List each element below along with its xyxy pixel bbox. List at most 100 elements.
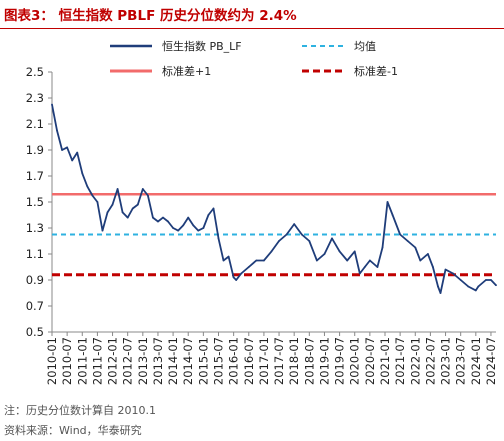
pb-lf-data-point	[235, 279, 238, 281]
x-tick-label: 2020-07	[363, 337, 377, 385]
x-tick-label: 2010-07	[60, 337, 74, 385]
x-tick-label: 2017-07	[272, 337, 286, 385]
legend-label-mean: 均值	[354, 40, 376, 53]
y-tick-label: 1.9	[26, 143, 44, 157]
pb-lf-data-point	[278, 240, 280, 242]
legend-label-upper: 标准差+1	[162, 64, 211, 78]
pb-lf-data-point	[111, 203, 114, 206]
pb-lf-data-point	[157, 220, 159, 223]
x-tick-label: 2010-01	[45, 337, 59, 385]
pb-lf-data-point	[66, 146, 69, 149]
pb-lf-data-point	[86, 185, 89, 188]
pb-lf-data-point	[131, 207, 134, 210]
pb-lf-data-point	[76, 151, 79, 154]
chart-title: 图表3： 恒生指数 PBLF 历史分位数约为 2.4%	[4, 8, 297, 24]
pb-lf-data-point	[182, 224, 185, 227]
y-tick-label: 2.5	[26, 65, 44, 79]
y-axis-ticks: 2.5 2.3 2.1 1.9 1.7 1.5 1.3 1.1 0.9 0.7 0.5	[26, 65, 52, 339]
pb-lf-data-point	[152, 216, 154, 219]
pb-lf-data-point	[391, 214, 394, 216]
pb-lf-data-point	[331, 237, 333, 240]
pb-lf-series-line	[51, 104, 497, 294]
pb-lf-data-point	[270, 250, 273, 253]
x-tick-label: 2022-01	[408, 337, 422, 385]
pb-lf-data-point	[162, 216, 164, 219]
y-tick-label: 1.3	[26, 221, 44, 235]
x-tick-label: 2014-07	[181, 337, 195, 385]
pb-lf-data-point	[247, 266, 250, 268]
pb-lf-data-point	[255, 259, 258, 262]
footnote: 注：历史分位数计算自 2010.1	[4, 404, 156, 417]
pb-lf-data-point	[187, 216, 190, 219]
pb-lf-data-point	[56, 129, 58, 132]
pb-lf-data-point	[51, 103, 53, 106]
pb-lf-data-point	[495, 284, 497, 287]
pb-lf-data-point	[121, 211, 124, 214]
pb-lf-data-point	[437, 285, 439, 288]
pb-lf-data-point	[146, 194, 149, 197]
pb-lf-data-point	[126, 216, 129, 219]
x-tick-label: 2024-01	[469, 337, 483, 385]
x-tick-label: 2011-07	[90, 337, 104, 385]
pb-lf-data-point	[227, 255, 230, 258]
pb-lf-data-point	[222, 259, 225, 262]
legend-label-lower: 标准差-1	[354, 64, 398, 78]
pb-lf-data-point	[439, 292, 442, 294]
x-tick-label: 2015-01	[196, 337, 210, 385]
pb-lf-data-point	[197, 229, 200, 232]
pb-lf-data-point	[459, 279, 462, 281]
x-tick-label: 2021-01	[378, 337, 392, 385]
x-tick-label: 2013-07	[151, 337, 165, 385]
x-tick-label: 2019-07	[333, 337, 347, 385]
x-tick-label: 2014-01	[166, 337, 180, 385]
pb-lf-data-point	[346, 259, 349, 262]
pb-lf-data-point	[358, 272, 361, 275]
x-tick-label: 2017-01	[257, 337, 271, 385]
pb-lf-data-point	[414, 246, 417, 249]
pb-lf-data-point	[141, 188, 144, 190]
pb-lf-data-point	[477, 285, 480, 288]
series-group	[51, 103, 497, 294]
pb-lf-data-point	[323, 253, 326, 255]
pb-lf-data-point	[285, 233, 288, 236]
x-tick-label: 2012-01	[106, 337, 120, 385]
x-axis-ticks: 2010-01 2010-07 2011-01 2011-07 2012-01 2012-…	[45, 332, 498, 385]
pb-lf-data-point	[432, 266, 434, 268]
x-tick-label: 2023-07	[454, 337, 468, 385]
x-tick-label: 2020-01	[348, 337, 362, 385]
legend-label-pb: 恒生指数 PB_LF	[162, 39, 242, 53]
pb-lf-data-point	[353, 250, 356, 253]
y-tick-label: 1.5	[26, 195, 44, 209]
pb-lf-data-point	[485, 279, 487, 281]
pb-lf-data-point	[71, 159, 74, 162]
pb-lf-data-point	[192, 224, 195, 227]
pb-lf-data-point	[399, 233, 402, 236]
pb-lf-data-point	[212, 207, 215, 210]
pb-lf-data-point	[308, 240, 311, 242]
pb-lf-data-point	[381, 246, 384, 249]
x-tick-label: 2015-07	[212, 337, 226, 385]
x-tick-label: 2021-07	[393, 337, 407, 385]
pb-lf-data-point	[452, 272, 455, 275]
pb-lf-data-point	[232, 276, 235, 279]
y-tick-label: 0.7	[26, 299, 44, 313]
y-tick-label: 1.1	[26, 247, 44, 261]
pb-lf-data-point	[315, 259, 318, 262]
pb-lf-data-point	[116, 188, 119, 190]
x-tick-label: 2022-07	[423, 337, 437, 385]
pb-lf-data-point	[444, 268, 447, 271]
pb-lf-data-point	[106, 211, 109, 214]
pb-lf-data-point	[61, 149, 63, 151]
pb-lf-data-point	[263, 259, 265, 262]
x-tick-label: 2018-07	[302, 337, 316, 385]
y-tick-label: 0.9	[26, 273, 44, 287]
pb-lf-data-point	[386, 201, 389, 203]
y-tick-label: 2.1	[26, 117, 44, 131]
y-tick-label: 1.7	[26, 169, 44, 183]
pb-lf-data-point	[167, 220, 169, 223]
pb-lf-data-point	[474, 289, 477, 292]
pb-lf-data-point	[240, 272, 243, 275]
x-tick-label: 2013-01	[136, 337, 150, 385]
x-tick-label: 2024-07	[484, 337, 498, 385]
pb-lf-data-point	[207, 214, 210, 216]
